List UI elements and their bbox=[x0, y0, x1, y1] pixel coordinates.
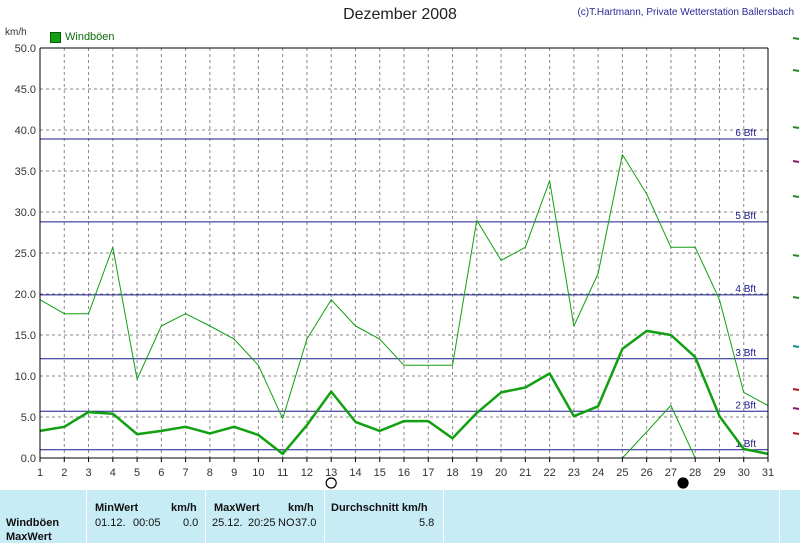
y-tick-label: 35.0 bbox=[15, 166, 36, 178]
x-tick-label: 31 bbox=[762, 467, 774, 479]
x-tick-label: 18 bbox=[446, 467, 458, 479]
x-tick-label: 21 bbox=[519, 467, 531, 479]
x-tick-label: 17 bbox=[422, 467, 434, 479]
x-tick-label: 26 bbox=[641, 467, 653, 479]
x-tick-label: 23 bbox=[568, 467, 580, 479]
avg-value: 5.8 bbox=[419, 517, 435, 529]
edge-marker bbox=[792, 345, 800, 348]
x-tick-label: 3 bbox=[85, 467, 91, 479]
max-value: 37.0 bbox=[295, 517, 317, 529]
beaufort-label: 3 Bft bbox=[735, 348, 756, 359]
edge-marker bbox=[792, 195, 800, 198]
y-tick-label: 5.0 bbox=[21, 412, 36, 424]
full-moon-icon bbox=[325, 477, 337, 489]
x-tick-label: 5 bbox=[134, 467, 140, 479]
avg-header: Durchschnitt km/h bbox=[331, 502, 428, 514]
legend-label: Windböen bbox=[65, 31, 115, 43]
x-tick-label: 6 bbox=[158, 467, 164, 479]
max-direction: NO bbox=[278, 517, 295, 529]
stats-avg-column: Durchschnitt km/h 5.8 bbox=[324, 490, 443, 543]
x-tick-label: 29 bbox=[713, 467, 725, 479]
y-tick-label: 15.0 bbox=[15, 330, 36, 342]
legend: Windböen bbox=[50, 31, 115, 43]
y-tick-label: 40.0 bbox=[15, 125, 36, 137]
max-header: MaxWert bbox=[214, 502, 260, 514]
max-date: 25.12. bbox=[212, 517, 243, 529]
series-line-avg bbox=[39, 329, 769, 456]
edge-marker bbox=[792, 296, 800, 299]
x-tick-label: 10 bbox=[252, 467, 264, 479]
chart-title: Dezember 2008 bbox=[343, 6, 457, 23]
x-tick-label: 13 bbox=[325, 467, 337, 479]
y-tick-label: 0.0 bbox=[21, 453, 36, 465]
stats-min-column: MinWert km/h 01.12. 00:05 0.0 bbox=[86, 490, 205, 543]
min-unit: km/h bbox=[171, 502, 197, 514]
edge-marker bbox=[792, 407, 800, 410]
x-tick-label: 24 bbox=[592, 467, 604, 479]
x-tick-label: 9 bbox=[231, 467, 237, 479]
min-date: 01.12. bbox=[95, 517, 126, 529]
x-tick-label: 22 bbox=[543, 467, 555, 479]
min-time: 00:05 bbox=[133, 517, 161, 529]
x-tick-label: 1 bbox=[37, 467, 43, 479]
y-tick-label: 25.0 bbox=[15, 248, 36, 260]
x-tick-label: 20 bbox=[495, 467, 507, 479]
max-time: 20:25 bbox=[248, 517, 276, 529]
x-tick-label: 27 bbox=[665, 467, 677, 479]
beaufort-label: 4 Bft bbox=[735, 284, 756, 295]
y-tick-label: 10.0 bbox=[15, 371, 36, 383]
legend-swatch bbox=[50, 31, 61, 43]
y-tick-label: 50.0 bbox=[15, 43, 36, 55]
y-tick-label: 20.0 bbox=[15, 289, 36, 301]
x-tick-label: 19 bbox=[471, 467, 483, 479]
x-tick-label: 30 bbox=[738, 467, 750, 479]
stats-max-column: MaxWert km/h 25.12. 20:25 NO 37.0 bbox=[205, 490, 324, 543]
copyright-text: (c)T.Hartmann, Private Wetterstation Bal… bbox=[577, 7, 794, 18]
series-line-min bbox=[622, 405, 696, 459]
stats-row-label-windboen: Windböen bbox=[6, 517, 60, 529]
stats-edge-column bbox=[779, 490, 800, 543]
y-tick-label: 45.0 bbox=[15, 84, 36, 96]
x-tick-label: 11 bbox=[277, 467, 288, 479]
x-tick-label: 2 bbox=[61, 467, 67, 479]
min-value: 0.0 bbox=[183, 517, 199, 529]
beaufort-label: 2 Bft bbox=[735, 400, 756, 411]
edge-marker bbox=[792, 432, 800, 435]
x-tick-label: 4 bbox=[110, 467, 116, 479]
stats-row-label-maxwert: MaxWert bbox=[6, 531, 52, 543]
x-tick-label: 14 bbox=[349, 467, 361, 479]
x-tick-label: 7 bbox=[183, 467, 189, 479]
min-header: MinWert bbox=[95, 502, 139, 514]
edge-marker bbox=[792, 254, 800, 257]
stats-table: Windböen MaxWert MinWert km/h 01.12. 00:… bbox=[0, 490, 800, 543]
x-tick-label: 25 bbox=[616, 467, 628, 479]
x-tick-label: 12 bbox=[301, 467, 313, 479]
beaufort-label: 5 Bft bbox=[735, 211, 756, 222]
y-tick-label: 30.0 bbox=[15, 207, 36, 219]
y-axis-unit: km/h bbox=[5, 27, 27, 38]
x-tick-label: 28 bbox=[689, 467, 701, 479]
edge-marker bbox=[792, 160, 800, 163]
edge-marker bbox=[792, 37, 800, 40]
edge-marker bbox=[792, 388, 800, 391]
edge-marker bbox=[792, 69, 800, 72]
beaufort-label: 1 Bft bbox=[735, 439, 756, 450]
chart: 1 Bft 2 Bft 3 Bft 4 Bft 5 Bft 6 Bft 0.0 5.0 10.0… bbox=[15, 37, 800, 489]
x-tick-label: 16 bbox=[398, 467, 410, 479]
beaufort-label: 6 Bft bbox=[735, 128, 756, 139]
max-unit: km/h bbox=[288, 502, 314, 514]
new-moon-icon bbox=[677, 477, 689, 489]
x-tick-label: 8 bbox=[207, 467, 213, 479]
x-tick-label: 15 bbox=[374, 467, 386, 479]
series-line-max bbox=[39, 154, 769, 420]
edge-marker bbox=[792, 126, 800, 129]
stats-empty-column bbox=[443, 490, 779, 543]
